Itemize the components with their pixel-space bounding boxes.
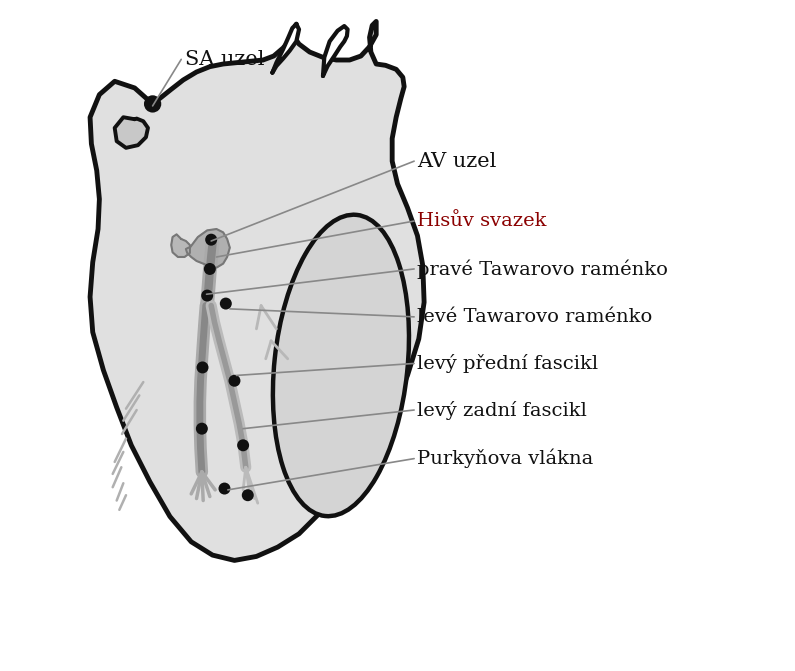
Polygon shape bbox=[273, 24, 299, 72]
Circle shape bbox=[219, 482, 231, 495]
Circle shape bbox=[196, 423, 207, 435]
Text: Hisův svazek: Hisův svazek bbox=[417, 212, 547, 230]
Polygon shape bbox=[114, 117, 148, 148]
Text: levý zadní fascikl: levý zadní fascikl bbox=[417, 401, 588, 419]
Circle shape bbox=[220, 297, 232, 309]
Ellipse shape bbox=[273, 215, 409, 516]
Text: levý přední fascikl: levý přední fascikl bbox=[417, 354, 599, 373]
Circle shape bbox=[237, 440, 249, 452]
Polygon shape bbox=[186, 229, 230, 268]
Polygon shape bbox=[90, 21, 424, 560]
Polygon shape bbox=[323, 26, 347, 76]
Text: pravé Tawarovo raménko: pravé Tawarovo raménko bbox=[417, 259, 669, 278]
Text: AV uzel: AV uzel bbox=[417, 152, 497, 170]
Circle shape bbox=[144, 95, 161, 113]
Text: SA uzel: SA uzel bbox=[184, 50, 264, 69]
Circle shape bbox=[205, 234, 217, 246]
Circle shape bbox=[228, 375, 240, 386]
Text: levé Tawarovo raménko: levé Tawarovo raménko bbox=[417, 308, 653, 326]
Polygon shape bbox=[171, 234, 190, 257]
Text: Purkyňova vlákna: Purkyňova vlákna bbox=[417, 449, 594, 468]
Circle shape bbox=[196, 362, 208, 374]
Circle shape bbox=[204, 263, 215, 275]
Circle shape bbox=[242, 489, 254, 501]
Circle shape bbox=[201, 290, 213, 301]
